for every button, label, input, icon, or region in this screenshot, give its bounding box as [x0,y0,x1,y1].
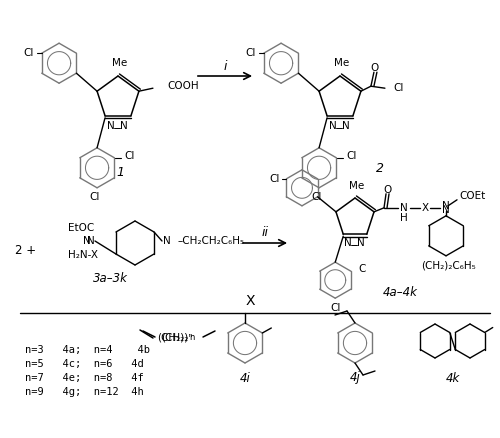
Text: Me: Me [334,58,349,68]
Text: n: n [189,333,194,343]
Text: N: N [342,121,350,131]
Text: N: N [163,236,171,246]
Text: Cl: Cl [124,151,135,161]
Text: Cl: Cl [246,48,256,58]
Text: 4j: 4j [350,371,360,385]
Text: (CH₂)₂ⁿ: (CH₂)₂ⁿ [157,333,193,343]
Text: Cl: Cl [330,303,340,313]
Text: N: N [107,121,115,131]
Text: 2: 2 [376,162,384,174]
Text: 4a–4k: 4a–4k [382,286,418,300]
Text: i: i [223,60,227,73]
Text: H₂N-X: H₂N-X [68,250,98,260]
Text: 3a–3k: 3a–3k [92,272,128,285]
Text: N: N [357,238,365,248]
Text: N: N [329,121,337,131]
Text: Cl: Cl [311,192,322,202]
Text: (CH₂): (CH₂) [162,333,188,343]
Text: X: X [245,294,255,308]
Text: Cl: Cl [393,83,404,93]
Text: n=3   4a;  n=4    4b: n=3 4a; n=4 4b [25,345,150,355]
Text: 4i: 4i [240,371,250,385]
Text: N: N [344,238,352,248]
Text: ii: ii [262,226,268,240]
Text: H: H [400,213,408,223]
Text: N: N [88,236,95,246]
Text: Cl: Cl [24,48,34,58]
Text: X: X [422,203,428,213]
Text: Cl: Cl [269,174,280,184]
Text: N: N [442,205,450,215]
Text: C: C [359,264,366,274]
Text: EtOC: EtOC [68,223,94,233]
Text: 1: 1 [116,166,124,180]
Text: COOH: COOH [167,81,198,91]
Text: COEt: COEt [459,191,485,201]
Text: 2 +: 2 + [15,244,36,257]
Text: O: O [371,63,379,73]
Text: n=7   4e;  n=8   4f: n=7 4e; n=8 4f [25,373,144,383]
Text: n=5   4c;  n=6   4d: n=5 4c; n=6 4d [25,359,144,369]
Text: N: N [83,236,91,246]
Text: –CH₂CH₂C₆H₅: –CH₂CH₂C₆H₅ [178,236,245,246]
Text: (CH₂)₂C₆H₅: (CH₂)₂C₆H₅ [420,261,476,271]
Text: O: O [383,185,391,195]
Text: N: N [120,121,128,131]
Text: 4k: 4k [446,371,460,385]
Text: N: N [400,203,408,213]
Text: Me: Me [112,58,128,68]
Text: Cl: Cl [346,151,357,161]
Text: n=9   4g;  n=12  4h: n=9 4g; n=12 4h [25,387,144,397]
Text: Cl: Cl [89,192,100,202]
Text: N: N [442,201,450,211]
Text: Me: Me [350,181,364,191]
